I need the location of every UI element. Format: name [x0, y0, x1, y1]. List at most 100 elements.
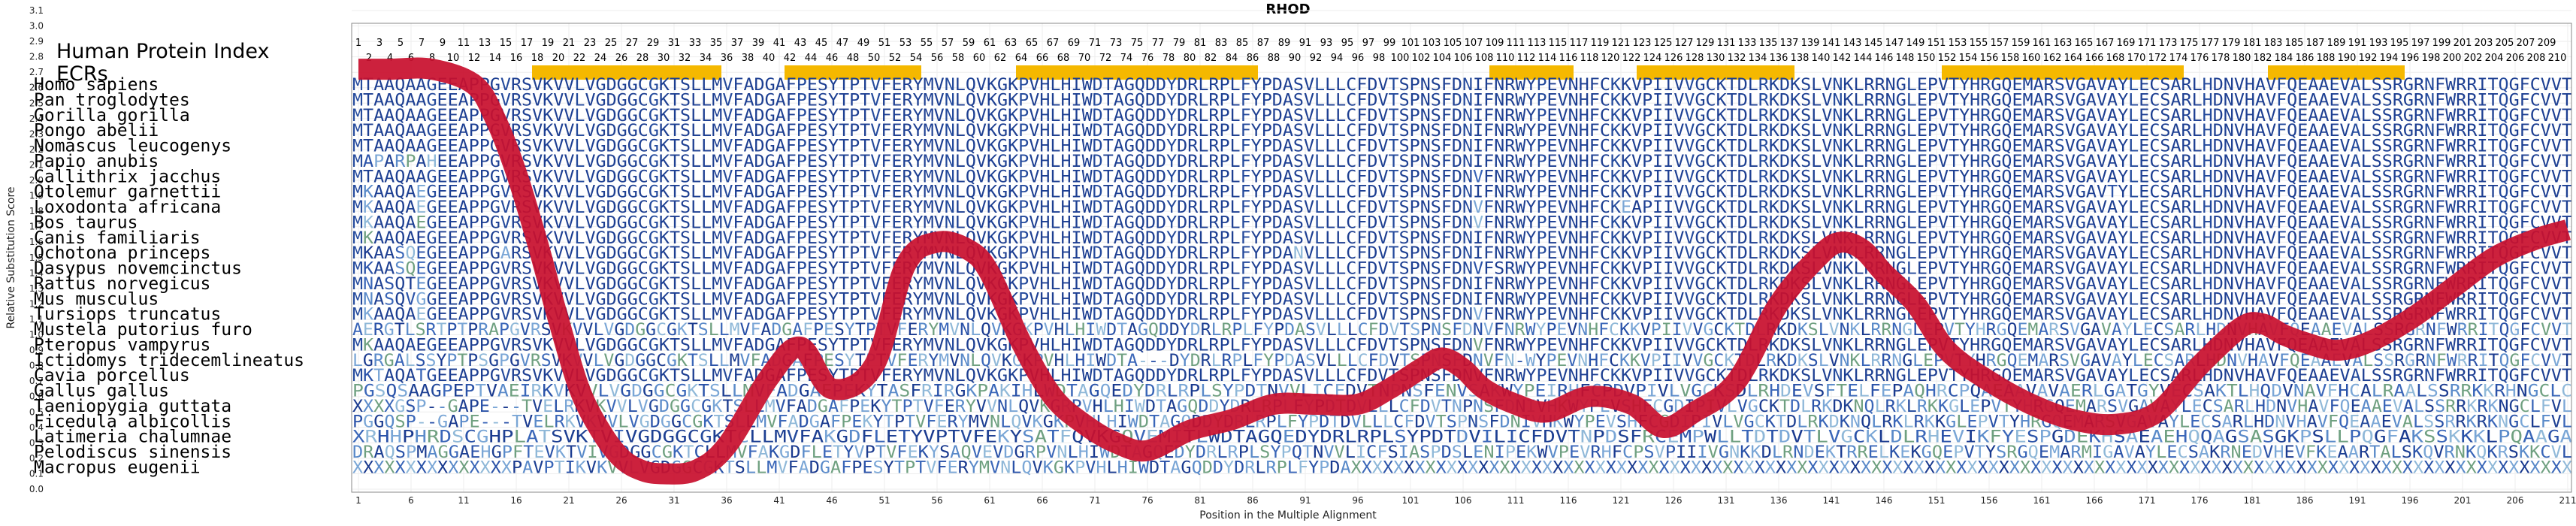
human-index-even: 130 [1707, 53, 1725, 64]
human-index-even: 96 [1352, 53, 1365, 64]
human-index-even: 166 [2085, 53, 2104, 64]
residue: A [743, 106, 754, 125]
y-tick-label: 0.1 [29, 468, 44, 479]
residue: T [363, 106, 374, 125]
human-index-even: 150 [1917, 53, 1936, 64]
residue: G [1991, 90, 2001, 110]
residue: V [2541, 75, 2551, 95]
residue: S [2372, 75, 2382, 95]
x-tick-label: 201 [2454, 495, 2472, 506]
human-index-odd: 105 [1444, 38, 1462, 49]
human-index-odd: 23 [584, 38, 597, 49]
residue: Y [2118, 90, 2129, 110]
residue: V [564, 90, 574, 110]
residue: V [532, 106, 543, 125]
x-tick-label: 1 [355, 495, 361, 506]
residue: V [1558, 90, 1568, 110]
residue: W [2445, 75, 2457, 95]
x-tick-label: 166 [2086, 495, 2103, 506]
ecr-bars [532, 65, 2405, 80]
residue: T [670, 106, 681, 125]
residue: K [987, 90, 998, 110]
human-index-even: 2 [366, 53, 372, 64]
residue: F [2520, 90, 2530, 110]
residue: T [2487, 90, 2499, 110]
residue: R [1504, 90, 1516, 110]
residue: F [1589, 75, 1600, 95]
residue: V [1673, 90, 1684, 110]
chart-title: RHOD [1265, 2, 1310, 17]
residue: R [1208, 90, 1220, 110]
human-index-odd: 21 [563, 38, 576, 49]
residue: F [881, 90, 891, 110]
human-index-odd: 151 [1927, 38, 1946, 49]
residue: L [574, 106, 585, 125]
residue: V [500, 75, 511, 95]
human-index-even: 140 [1812, 53, 1831, 64]
human-index-even: 118 [1580, 53, 1599, 64]
human-index-odd: 43 [794, 38, 807, 49]
residue: K [543, 106, 554, 125]
residue: N [945, 75, 955, 95]
human-index-odd: 3 [376, 38, 382, 49]
human-index-even: 36 [721, 53, 733, 64]
residue: E [2329, 75, 2339, 95]
residue: Y [828, 90, 839, 110]
residue: L [1198, 90, 1208, 110]
human-index-odd: 109 [1486, 38, 1504, 49]
residue: G [765, 90, 776, 110]
human-index-odd: 57 [942, 38, 954, 49]
residue: P [1410, 90, 1420, 110]
residue: V [1938, 90, 1949, 110]
human-index-even: 190 [2338, 53, 2357, 64]
human-index-even: 88 [1268, 53, 1280, 64]
residue: A [1283, 90, 1294, 110]
residue: N [1568, 75, 1579, 95]
x-tick-label: 156 [1981, 495, 1998, 506]
residue: G [617, 90, 627, 110]
human-index-even: 78 [1163, 53, 1175, 64]
residue: P [1262, 75, 1272, 95]
residue: Y [828, 75, 839, 95]
residue: L [1198, 75, 1208, 95]
residue: V [564, 106, 574, 125]
residue: N [1568, 90, 1579, 110]
residue: S [1431, 75, 1441, 95]
x-tick-label: 31 [668, 495, 679, 506]
residue: V [976, 75, 987, 95]
residue: V [976, 90, 987, 110]
x-tick-label: 91 [1299, 495, 1311, 506]
residue: S [2372, 90, 2382, 110]
human-index-odd: 111 [1507, 38, 1525, 49]
sequence-row: MTAAQAAGEEAPPGVRSVKVVLVGDGGCGKTSLLMVFADG… [352, 90, 2572, 110]
residue: T [860, 90, 871, 110]
residue: G [649, 75, 659, 95]
residue: A [1283, 75, 1294, 95]
human-index-even: 106 [1454, 53, 1473, 64]
residue: K [1716, 90, 1728, 110]
residue: Q [2287, 75, 2297, 95]
x-tick-label: 26 [615, 495, 627, 506]
residue: V [870, 90, 881, 110]
residue: N [1420, 90, 1431, 110]
residue: N [1885, 75, 1896, 95]
y-tick-label: 2.6 [29, 83, 44, 93]
human-index-odd: 33 [689, 38, 702, 49]
residue: R [2044, 90, 2055, 110]
residue: T [1727, 90, 1738, 110]
residue: L [1230, 75, 1241, 95]
residue: K [1843, 90, 1854, 110]
residue: I [2477, 75, 2487, 95]
residue: R [2393, 75, 2404, 95]
human-index-even: 202 [2464, 53, 2483, 64]
residue: F [786, 90, 797, 110]
human-index-even: 134 [1749, 53, 1767, 64]
residue: V [553, 90, 564, 110]
human-index-even: 192 [2359, 53, 2378, 64]
residue: L [1906, 90, 1917, 110]
human-index-even: 76 [1141, 53, 1154, 64]
residue: R [2414, 75, 2425, 95]
human-index-odd: 207 [2517, 38, 2535, 49]
residue: S [2054, 75, 2065, 95]
y-tick-label: 0.0 [29, 484, 44, 494]
